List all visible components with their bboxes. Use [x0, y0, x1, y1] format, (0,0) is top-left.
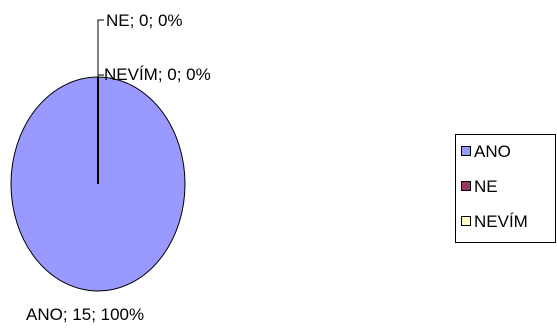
leader-line-ne — [97, 19, 104, 80]
data-label-ne: NE; 0; 0% — [106, 11, 183, 30]
legend-label-nevim: NEVÍM — [474, 212, 528, 231]
legend-swatch-ne — [461, 181, 471, 191]
data-label-ano: ANO; 15; 100% — [26, 305, 144, 324]
legend: ANO NE NEVÍM — [455, 134, 556, 243]
legend-label-ne: NE — [474, 177, 498, 196]
leader-lines — [97, 19, 104, 80]
legend-box — [455, 134, 556, 243]
data-label-nevim: NEVÍM; 0; 0% — [104, 65, 211, 84]
legend-swatch-nevim — [461, 216, 471, 226]
legend-swatch-ano — [461, 146, 471, 156]
legend-label-ano: ANO — [474, 142, 511, 161]
pie-slices — [10, 76, 186, 292]
